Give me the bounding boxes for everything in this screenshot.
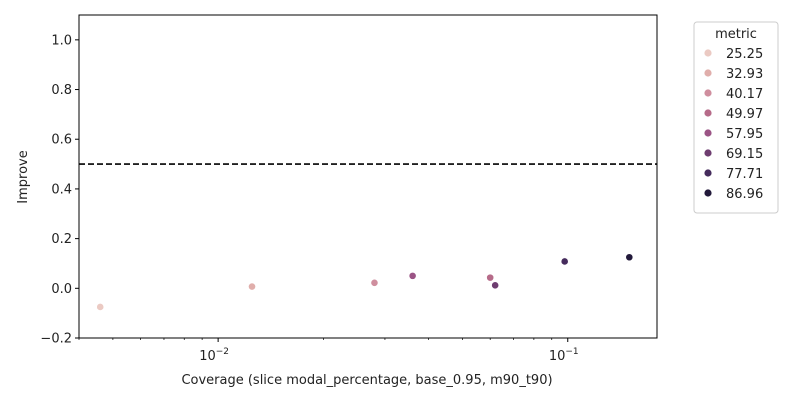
x-tick-label: 10−1 — [549, 347, 579, 364]
data-point — [625, 253, 634, 262]
data-point — [560, 257, 569, 266]
data-point — [486, 273, 495, 282]
y-tick-label: 1.0 — [51, 33, 72, 48]
legend-label: 32.93 — [726, 67, 763, 82]
legend-marker — [704, 149, 712, 157]
x-tick-base: 10 — [549, 349, 566, 364]
legend-marker — [704, 69, 712, 77]
legend-marker — [704, 49, 712, 57]
x-tick-exponent: −2 — [216, 347, 229, 357]
legend-entries: 25.25 32.93 40.17 49.97 57.95 69.15 77.71 86.96 — [704, 47, 763, 202]
legend-marker — [704, 129, 712, 137]
legend-label: 77.71 — [726, 167, 763, 182]
legend-marker — [704, 189, 712, 197]
plot-area-frame — [78, 14, 658, 339]
y-tick-label: 0.4 — [51, 182, 72, 197]
legend-box — [693, 21, 779, 214]
y-tick-label: 0.0 — [51, 282, 72, 297]
legend-label: 69.15 — [726, 147, 763, 162]
legend-label: 49.97 — [726, 107, 763, 122]
legend-marker — [704, 89, 712, 97]
x-tick-base: 10 — [199, 349, 216, 364]
x-axis-ticks: 10−2 10−1 — [78, 338, 579, 364]
data-points — [96, 253, 634, 311]
data-point — [96, 303, 105, 311]
data-point — [491, 281, 500, 290]
x-tick-label: 10−2 — [199, 347, 229, 364]
legend-marker — [704, 109, 712, 117]
legend-label: 40.17 — [726, 87, 763, 102]
legend-label: 86.96 — [726, 187, 763, 202]
y-tick-label: 0.6 — [51, 133, 72, 148]
x-axis-label: Coverage (slice modal_percentage, base_0… — [181, 373, 552, 388]
legend: metric 25.25 32.93 40.17 49.97 57.95 69.15 77.… — [693, 21, 779, 214]
data-point — [408, 271, 417, 280]
legend-marker — [704, 169, 712, 177]
y-axis-label: Improve — [16, 150, 31, 203]
data-point — [370, 278, 379, 287]
y-axis-ticks: −0.2 0.0 0.2 0.4 0.6 0.8 1.0 — [40, 33, 79, 347]
y-tick-label: −0.2 — [40, 332, 72, 347]
legend-label: 57.95 — [726, 127, 763, 142]
x-tick-exponent: −1 — [565, 347, 578, 357]
y-tick-label: 0.2 — [51, 232, 72, 247]
y-tick-label: 0.8 — [51, 83, 72, 98]
legend-label: 25.25 — [726, 47, 763, 62]
legend-title: metric — [715, 27, 757, 42]
data-point — [248, 282, 256, 291]
